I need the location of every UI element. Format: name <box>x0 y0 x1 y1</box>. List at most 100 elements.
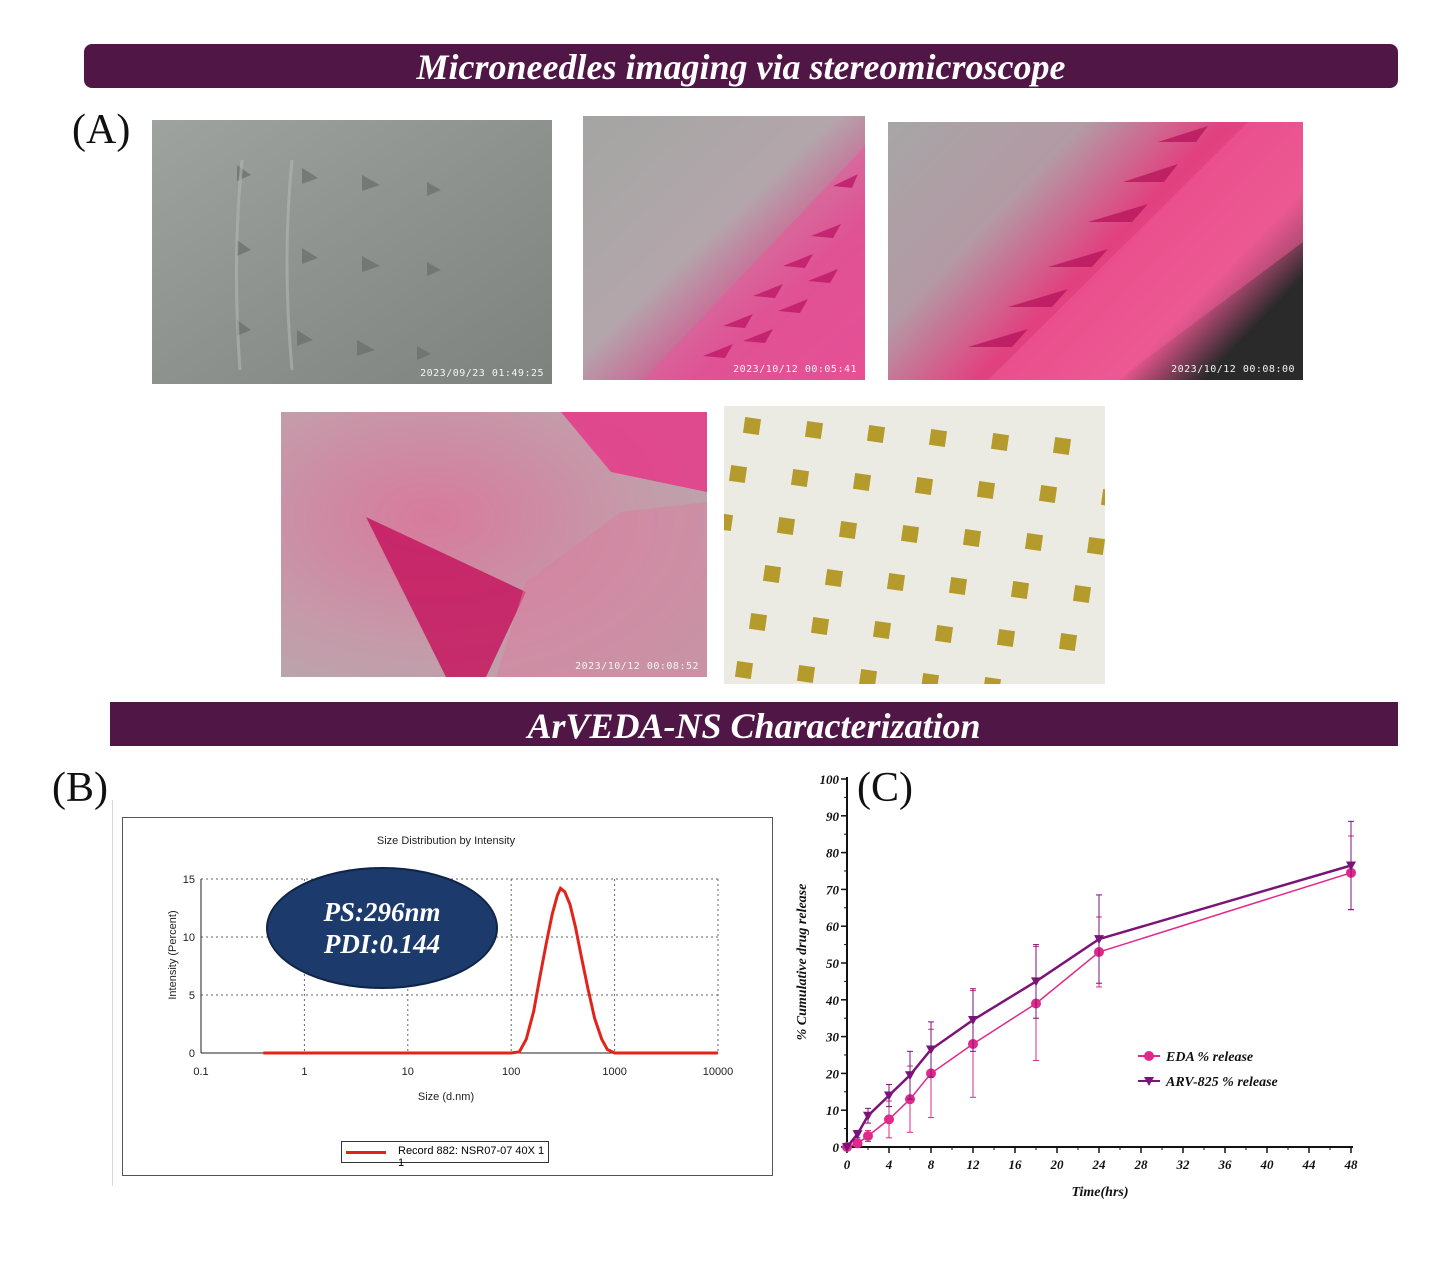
release-x-tick-label: 40 <box>1260 1157 1275 1172</box>
microneedle-dot <box>858 668 878 684</box>
microneedle-dot <box>796 664 816 684</box>
release-series-eda <box>842 835 1356 1152</box>
microneedle-dot <box>824 568 844 588</box>
release-series-line <box>846 872 1352 1148</box>
release-x-tick-label: 4 <box>885 1157 893 1172</box>
microneedle-dot <box>1058 632 1078 652</box>
dls-annotation-pdi: PDI:0.144 <box>323 929 441 959</box>
release-y-tick-label: 90 <box>826 809 840 824</box>
release-x-tick-label: 24 <box>1092 1157 1107 1172</box>
photo-microneedles-yellow-grid <box>724 406 1105 684</box>
release-x-tick-label: 16 <box>1009 1157 1023 1172</box>
microneedle-dot <box>728 464 748 484</box>
release-series-arv825 <box>842 820 1356 1152</box>
banner-microneedles-imaging: Microneedles imaging via stereomicroscop… <box>84 44 1398 88</box>
microneedle-dot <box>900 524 920 544</box>
microneedle-dot <box>748 612 768 632</box>
release-x-tick-label: 12 <box>967 1157 981 1172</box>
data-point <box>884 1114 894 1125</box>
release-y-tick-label: 70 <box>826 882 840 897</box>
dls-series-line <box>263 885 718 1055</box>
panel-label-a: (A) <box>72 107 131 153</box>
dls-x-tick-label: 1 <box>301 1066 307 1078</box>
release-x-tick-label: 28 <box>1134 1157 1149 1172</box>
microneedle-dot <box>886 572 906 592</box>
photo-microneedles-pink-closeup: 2023/10/12 00:08:00 <box>888 122 1303 380</box>
release-y-tick-label: 0 <box>833 1140 840 1155</box>
microneedle-dot <box>928 428 948 448</box>
microneedle-dot <box>948 576 968 596</box>
dls-x-tick-label: 10 <box>402 1066 414 1078</box>
dls-annotation-ellipse: PS:296nm PDI:0.144 <box>266 867 498 989</box>
data-point <box>884 1091 894 1101</box>
microneedle-dot <box>1024 532 1044 552</box>
microneedle-dot <box>990 432 1010 452</box>
panel-b-border <box>112 800 113 1186</box>
photo-microneedle-single-pink: 2023/10/12 00:08:52 <box>281 412 707 677</box>
release-y-tick-label: 40 <box>825 993 840 1008</box>
data-point <box>968 1016 978 1026</box>
data-point <box>1031 977 1041 987</box>
data-point <box>863 1130 873 1141</box>
dls-legend-label: Record 882: NSR07-07 40X 1 1 <box>398 1145 545 1169</box>
dls-x-tick-label: 100 <box>502 1066 520 1078</box>
dls-chart-title: Size Distribution by Intensity <box>377 835 516 847</box>
release-legend-label: ARV-825 % release <box>1165 1075 1278 1090</box>
dls-y-tick-label: 5 <box>189 990 195 1002</box>
release-x-tick-label: 8 <box>928 1157 935 1172</box>
microneedle-dot <box>852 472 872 492</box>
release-y-tick-label: 100 <box>820 772 840 787</box>
dls-x-tick-label: 1000 <box>602 1066 626 1078</box>
microneedle-dot <box>934 624 954 644</box>
release-series-line <box>846 864 1352 1148</box>
release-y-tick-label: 50 <box>826 956 840 971</box>
data-point <box>863 1111 873 1121</box>
release-x-tick-label: 0 <box>844 1157 851 1172</box>
data-point <box>905 1071 915 1081</box>
microneedle-dot <box>734 660 754 680</box>
microneedle-dot <box>724 512 734 532</box>
microneedle-dot <box>742 416 762 436</box>
release-x-tick-label: 48 <box>1344 1157 1359 1172</box>
photo-microneedles-grey-array: 2023/09/23 01:49:25 <box>152 120 552 384</box>
microneedle-dot <box>982 676 1002 684</box>
microneedle-dot <box>866 424 886 444</box>
photo-timestamp: 2023/10/12 00:08:52 <box>575 661 699 672</box>
release-y-tick-label: 80 <box>826 846 840 861</box>
dls-y-axis-label: Intensity (Percent) <box>167 910 179 999</box>
release-x-tick-label: 44 <box>1302 1157 1317 1172</box>
photo-microneedles-pink-diagonal: 2023/10/12 00:05:41 <box>583 116 865 380</box>
release-legend-label: EDA % release <box>1165 1050 1253 1065</box>
release-legend-marker <box>1144 1077 1154 1086</box>
release-y-tick-label: 30 <box>825 1030 840 1045</box>
dls-legend: Record 882: NSR07-07 40X 1 1 <box>341 1141 549 1169</box>
microneedle-dot <box>996 628 1016 648</box>
microneedle-dot <box>1086 536 1105 556</box>
dls-x-tick-label: 0.1 <box>193 1066 208 1078</box>
photo-timestamp: 2023/09/23 01:49:25 <box>420 368 544 379</box>
microneedle-dot <box>1072 584 1092 604</box>
release-y-tick-label: 60 <box>826 919 840 934</box>
data-point <box>852 1138 863 1149</box>
microneedle-dot <box>1038 484 1058 504</box>
data-point <box>926 1045 936 1055</box>
microneedle-dot <box>962 528 982 548</box>
panel-label-c: (C) <box>857 765 913 811</box>
release-y-tick-label: 20 <box>825 1066 840 1081</box>
release-legend-marker <box>1144 1051 1154 1061</box>
release-y-axis-label: % Cumulative drug release <box>795 884 810 1041</box>
microneedle-dot <box>976 480 996 500</box>
release-y-tick-label: 10 <box>826 1103 840 1118</box>
dls-annotation-ps: PS:296nm <box>323 897 441 927</box>
microneedle-dot <box>1010 580 1030 600</box>
release-x-tick-label: 32 <box>1176 1157 1191 1172</box>
microneedle-dot <box>762 564 782 584</box>
microneedle-dot <box>872 620 892 640</box>
data-point <box>842 1143 852 1152</box>
dls-y-tick-label: 10 <box>183 932 195 944</box>
microneedle-dot <box>920 672 940 684</box>
banner-arveda-characterization: ArVEDA-NS Characterization <box>110 702 1398 746</box>
data-point <box>852 1130 863 1140</box>
release-x-axis-label: Time(hrs) <box>1071 1185 1128 1200</box>
